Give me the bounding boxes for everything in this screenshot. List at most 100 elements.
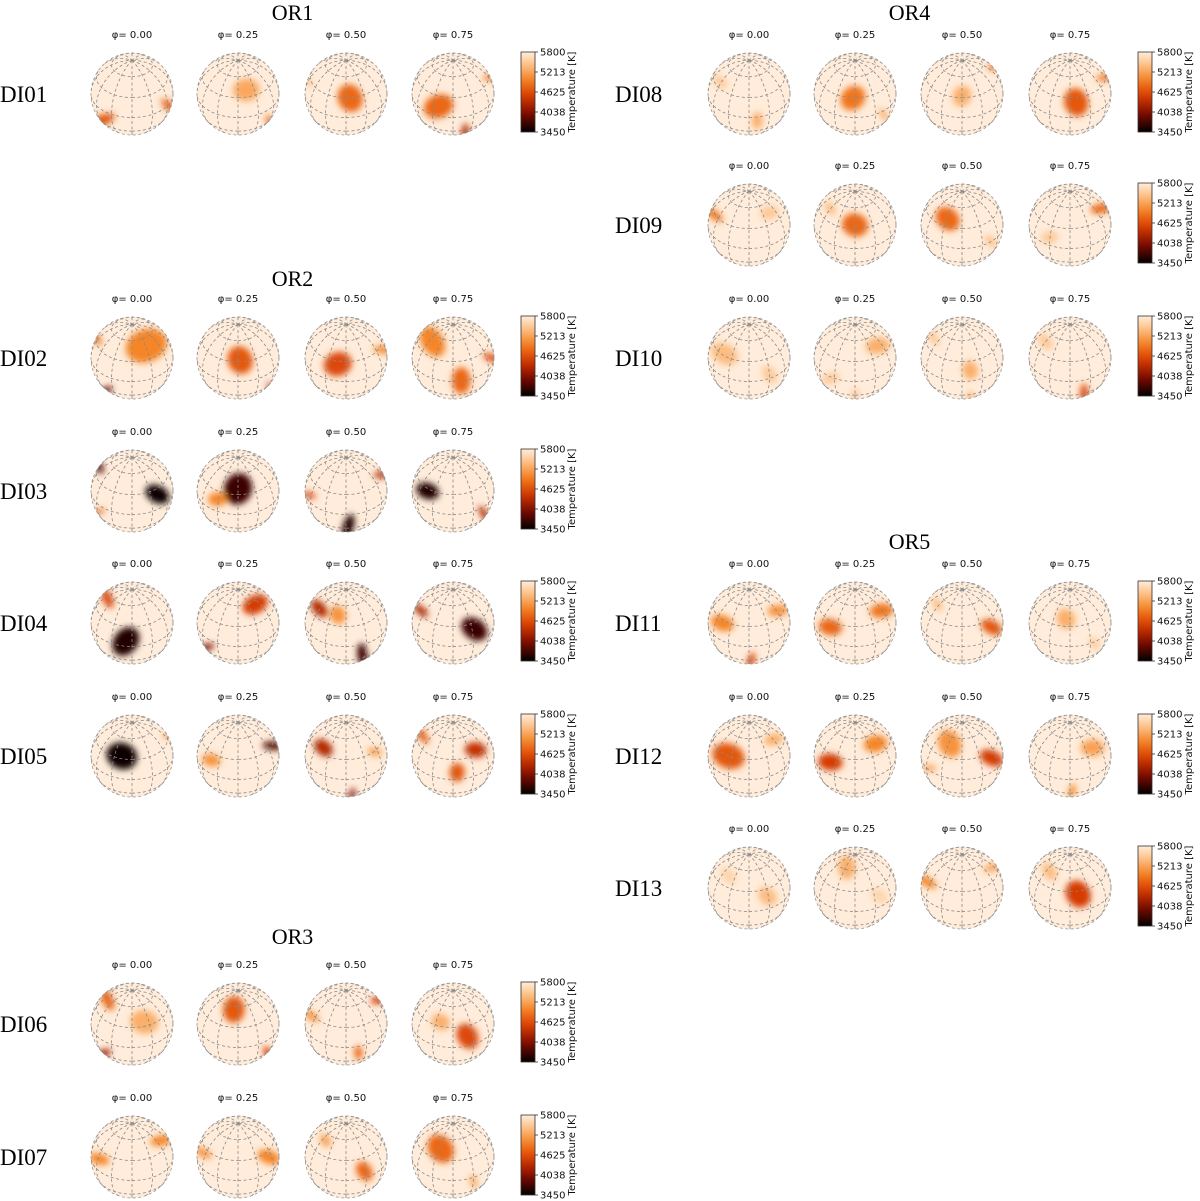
longitude-line <box>1069 719 1098 726</box>
colorbar-axis-label: Temperature [K] <box>567 51 578 133</box>
phase-label: φ= 0.00 <box>729 294 769 305</box>
latitude-line <box>1037 912 1103 926</box>
coordinate-grid <box>920 183 1004 266</box>
longitude-line <box>1069 191 1091 265</box>
coordinate-grid <box>196 581 280 664</box>
phase-label: φ= 0.50 <box>326 294 366 305</box>
starspot <box>125 328 167 363</box>
longitude-line <box>425 719 454 726</box>
latitude-line <box>813 887 897 912</box>
longitude-line <box>854 191 876 265</box>
longitude-line <box>226 583 239 590</box>
longitude-line <box>345 583 358 590</box>
longitude-line <box>131 722 153 796</box>
longitude-line <box>226 318 239 325</box>
longitude-line <box>934 851 963 858</box>
longitude-line <box>961 848 974 855</box>
longitude-line <box>111 722 133 796</box>
longitude-line <box>452 716 465 723</box>
latitude-line <box>99 1048 165 1062</box>
longitude-line <box>237 990 259 1064</box>
stellar-surface-map <box>90 714 174 798</box>
colorbar-tick-label: 3450 <box>540 525 565 536</box>
longitude-line <box>196 1123 239 1155</box>
longitude-line <box>325 1123 347 1197</box>
latitude-line <box>90 357 174 382</box>
colorbar-tick-label: 3450 <box>540 1191 565 1201</box>
longitude-line <box>934 719 963 726</box>
longitude-line <box>748 848 761 855</box>
longitude-line <box>1069 586 1098 593</box>
starspot <box>926 329 940 346</box>
longitude-line <box>854 54 867 61</box>
longitude-line <box>432 60 454 134</box>
longitude-line <box>411 457 454 489</box>
longitude-line <box>854 188 883 195</box>
latitude-line <box>99 780 165 794</box>
stellar-surface-map <box>90 316 174 400</box>
longitude-line <box>834 589 856 663</box>
latitude-line <box>313 647 379 661</box>
sphere-limb <box>813 52 897 136</box>
longitude-line <box>441 1117 454 1124</box>
longitude-line <box>961 722 983 796</box>
starspot <box>197 1147 212 1159</box>
starspot <box>938 730 962 758</box>
colorbar-gradient <box>520 315 536 397</box>
colorbar-gradient <box>1137 51 1153 133</box>
longitude-line <box>813 191 856 223</box>
starspot <box>1089 637 1100 650</box>
starspot <box>431 1013 450 1031</box>
starspot <box>1056 608 1076 630</box>
longitude-line <box>1028 589 1071 621</box>
longitude-line <box>237 457 259 531</box>
longitude-line <box>210 719 239 726</box>
longitude-line <box>441 716 454 723</box>
longitude-line <box>721 188 750 195</box>
longitude-line <box>304 324 347 356</box>
longitude-line <box>1028 191 1071 223</box>
stellar-surface-map <box>196 1115 280 1199</box>
colorbar-axis-label: Temperature [K] <box>1184 182 1195 264</box>
latitude-line <box>822 780 888 794</box>
latitude-line <box>822 118 888 132</box>
longitude-line <box>104 719 133 726</box>
longitude-line <box>304 990 347 1022</box>
longitude-line <box>131 1117 144 1124</box>
starspot <box>320 1134 331 1148</box>
longitude-line <box>131 318 144 325</box>
longitude-line <box>827 57 856 64</box>
latitude-line <box>205 1181 271 1195</box>
colorbar-tick-label: 5213 <box>1157 597 1182 608</box>
sphere-limb <box>920 846 1004 930</box>
phase-label: φ= 0.00 <box>112 692 152 703</box>
longitude-line <box>452 1123 474 1197</box>
longitude-line <box>217 1123 239 1197</box>
longitude-line <box>452 990 474 1064</box>
latitude-line <box>813 755 897 780</box>
longitude-line <box>854 722 876 796</box>
longitude-line <box>131 454 160 461</box>
coordinate-grid <box>411 449 495 532</box>
latitude-line <box>90 755 174 780</box>
longitude-line <box>452 586 481 593</box>
longitude-line <box>721 321 750 328</box>
longitude-line <box>920 60 963 92</box>
longitude-line <box>345 60 367 134</box>
longitude-line <box>1069 318 1082 325</box>
latitude-line <box>1037 647 1103 661</box>
coordinate-grid <box>813 581 897 664</box>
starspot <box>922 765 937 772</box>
longitude-line <box>432 1123 454 1197</box>
latitude-line <box>716 118 782 132</box>
sphere-limb <box>813 316 897 400</box>
longitude-line <box>237 586 266 593</box>
longitude-line <box>1042 719 1071 726</box>
longitude-line <box>452 60 474 134</box>
longitude-line <box>1049 191 1071 265</box>
observing-run-title: OR5 <box>889 529 931 554</box>
phase-label: φ= 0.75 <box>433 30 473 41</box>
